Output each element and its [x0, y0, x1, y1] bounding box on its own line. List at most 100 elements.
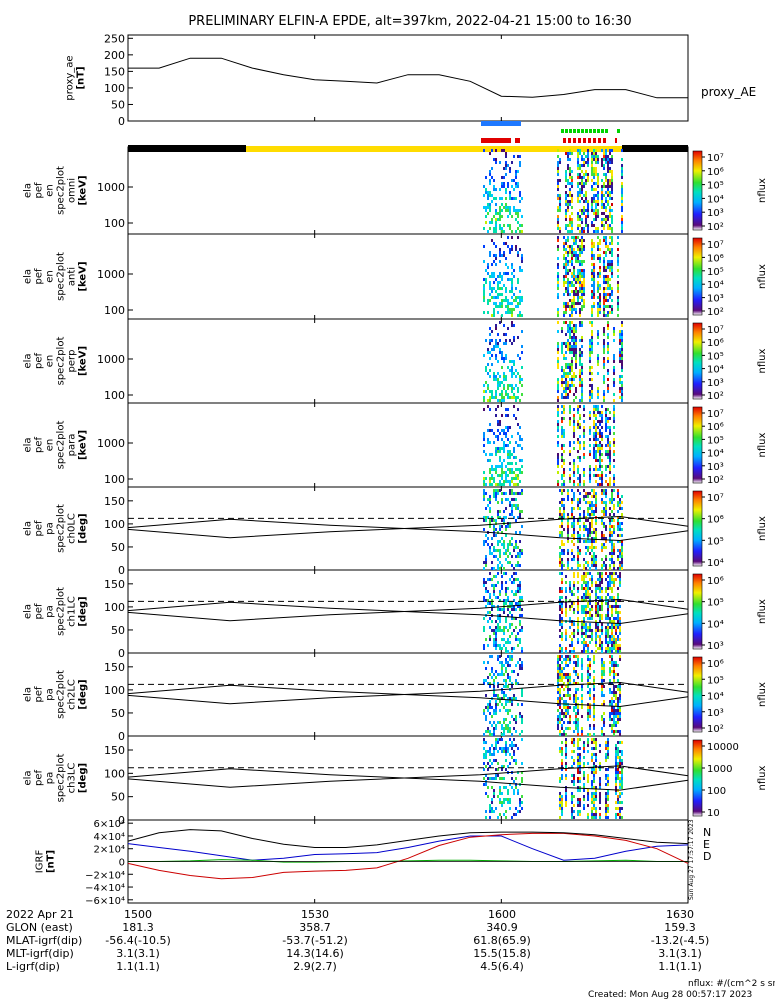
spec-cell [495, 230, 497, 233]
spec-cell [507, 727, 509, 730]
igrf-tick-label: −2×10⁴ [85, 870, 125, 881]
spec-cell [557, 360, 559, 363]
spec-cell [589, 396, 591, 399]
spec-cell [501, 176, 503, 179]
spec-cell [573, 447, 575, 450]
spec-cell [577, 638, 579, 641]
spec-cell [573, 721, 575, 724]
spec-cell [591, 221, 593, 224]
spec-cell [599, 584, 601, 587]
spec-cell [583, 227, 585, 230]
spec-cell [557, 363, 559, 366]
spec-cell [569, 626, 571, 629]
spec-cell [591, 342, 593, 345]
spec-cell [611, 275, 613, 278]
spec-cell [563, 372, 565, 375]
ylabel-omni-4: omni [67, 178, 78, 203]
spec-cell [613, 724, 615, 727]
spec-cell [565, 709, 567, 712]
spec-cell [579, 540, 581, 543]
spec-cell [599, 308, 601, 311]
footer-row-label: MLT-igrf(dip) [6, 947, 74, 960]
spec-cell [605, 650, 607, 653]
spec-cell [591, 393, 593, 396]
spec-cell [563, 387, 565, 390]
spec-cell [511, 741, 513, 744]
spec-cell [493, 272, 495, 275]
panel-frame-para [127, 402, 689, 488]
spec-cell [509, 453, 511, 456]
spec-cell [571, 351, 573, 354]
spec-cell [567, 251, 569, 254]
spec-cell [571, 290, 573, 293]
spec-cell [573, 738, 575, 741]
spec-cell [493, 158, 495, 161]
cbar-tick-label: 10⁶ [707, 576, 724, 587]
spec-cell [521, 661, 523, 664]
spec-cell [513, 188, 515, 191]
spec-cell [595, 561, 597, 564]
spec-cell [505, 375, 507, 378]
spec-cell [567, 516, 569, 519]
spec-cell [621, 363, 623, 366]
spec-cell [497, 293, 499, 296]
spec-cell [561, 327, 563, 330]
spec-cell [611, 260, 613, 263]
spec-cell [565, 212, 567, 215]
spec-cell [511, 602, 513, 605]
spec-cell [499, 525, 501, 528]
spec-cell [557, 721, 559, 724]
spec-cell [501, 366, 503, 369]
igrf-tick-label: 4×10⁴ [94, 832, 125, 843]
spec-cell [507, 685, 509, 688]
spec-cell [521, 777, 523, 780]
spec-cell [573, 333, 575, 336]
spec-cell [489, 635, 491, 638]
spec-cell [593, 254, 595, 257]
spec-cell [493, 432, 495, 435]
spec-cell [599, 783, 601, 786]
spec-cell [573, 759, 575, 762]
spec-cell [581, 218, 583, 221]
loss-cone-line [127, 518, 689, 542]
spec-cell [569, 655, 571, 658]
spec-cell [507, 697, 509, 700]
spec-cell [593, 155, 595, 158]
spec-cell [513, 605, 515, 608]
spec-cell [503, 727, 505, 730]
spec-cell [603, 293, 605, 296]
spec-cell [595, 227, 597, 230]
spec-cell [607, 581, 609, 584]
spec-cell [561, 709, 563, 712]
spec-cell [565, 203, 567, 206]
spec-cell [605, 774, 607, 777]
spec-cell [569, 348, 571, 351]
spec-cell [499, 393, 501, 396]
spec-cell [621, 546, 623, 549]
spec-cell [591, 489, 593, 492]
spec-cell [507, 638, 509, 641]
spec-cell [591, 248, 593, 251]
spec-cell [489, 369, 491, 372]
spec-cell [597, 242, 599, 245]
spec-cell [509, 462, 511, 465]
spec-cell [595, 149, 597, 152]
spec-cell [581, 191, 583, 194]
spec-cell [511, 575, 513, 578]
spec-cell [575, 712, 577, 715]
spec-cell [581, 390, 583, 393]
spec-cell [569, 293, 571, 296]
spec-cell [491, 561, 493, 564]
spec-cell [595, 555, 597, 558]
spec-cell [501, 584, 503, 587]
spec-cell [583, 647, 585, 650]
spec-cell [571, 366, 573, 369]
spec-cell [609, 501, 611, 504]
spec-cell [499, 206, 501, 209]
spec-cell [577, 709, 579, 712]
spec-cell [511, 605, 513, 608]
spec-cell [577, 197, 579, 200]
spec-cell [521, 525, 523, 528]
spec-cell [579, 777, 581, 780]
cbar-label-ch2LC: nflux [757, 682, 768, 707]
